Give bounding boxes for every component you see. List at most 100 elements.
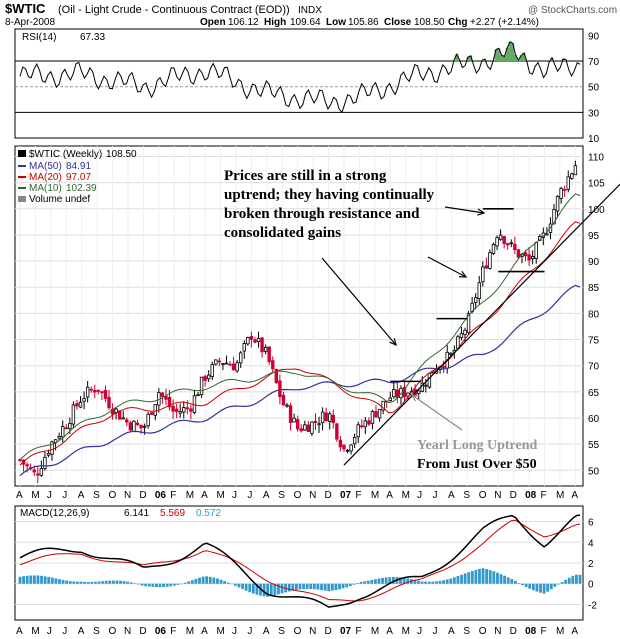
macd-x-tick-label: J (417, 626, 422, 637)
macd-hist-bar (316, 583, 320, 590)
candle-body (424, 384, 428, 387)
macd-signal-value: 5.569 (160, 508, 185, 519)
macd-hist-bar (111, 580, 115, 584)
macd-hist-bar (452, 577, 456, 584)
candle-body (78, 401, 83, 408)
candle-body (263, 346, 268, 352)
macd-hist-bar (29, 575, 33, 584)
macd-hist-bar (575, 574, 578, 584)
macd-hist-bar (560, 582, 564, 584)
rsi-tick-label: 70 (588, 57, 600, 68)
price-x-tick-label: N (309, 490, 316, 501)
rsi-frame (14, 28, 584, 139)
candle-body (221, 363, 225, 365)
price-tick-label: 75 (588, 336, 600, 347)
candle-body (278, 380, 282, 398)
ma10-line (19, 193, 581, 461)
candle-body (345, 449, 350, 452)
macd-x-tick-label: J (433, 626, 438, 637)
candle-body (271, 360, 275, 370)
annotation-line-1: Prices are still in a strong (224, 168, 387, 184)
macd-hist-bar (155, 583, 158, 588)
macd-x-tick-label: O (479, 626, 487, 637)
macd-x-tick-label: J (232, 626, 237, 637)
macd-x-tick-label: D (510, 626, 517, 637)
macd-hist-bar (212, 577, 216, 584)
macd-x-tick-label: 08 (525, 626, 537, 637)
macd-hist-bar (237, 583, 241, 588)
macd-hist-bar (93, 581, 97, 584)
macd-x-tick-label: A (263, 626, 270, 637)
macd-hist-bar (201, 576, 205, 584)
price-x-tick-label: A (78, 490, 85, 501)
macd-tick-label: 6 (588, 518, 594, 529)
candle-body (545, 233, 549, 236)
macd-hist-bar (151, 583, 155, 587)
annotation-line-4: consolidated gains (224, 225, 341, 241)
macd-hist-bar (456, 576, 460, 584)
macd-hist-bar (269, 583, 273, 597)
high-label: High (264, 17, 286, 28)
macd-hist-bar (341, 583, 345, 589)
close-value: 108.50 (414, 17, 445, 28)
macd-hist-bar (496, 572, 499, 584)
macd-hist-bar (352, 583, 356, 585)
candle-body (306, 424, 311, 433)
macd-hist-bar (22, 576, 25, 584)
price-tick-label: 105 (588, 179, 605, 190)
macd-x-tick-label: F (355, 626, 361, 637)
macd-hist-bar (126, 581, 130, 584)
macd-hist-bar (320, 583, 323, 591)
macd-hist-bar (194, 578, 198, 584)
macd-hist-bar (198, 577, 201, 584)
candle-body (256, 337, 261, 343)
macd-hist-bar (463, 573, 467, 584)
annotation-arrow-2 (427, 256, 467, 278)
macd-hist-bar (359, 581, 363, 584)
chart-symbol: $WTIC (5, 1, 46, 16)
macd-hist-bar (449, 578, 453, 584)
macd-hist-value: 0.572 (196, 508, 221, 519)
macd-hist-bar (54, 578, 58, 584)
open-label: Open (200, 17, 226, 28)
legend-ma10-value: 102.39 (66, 183, 97, 194)
price-panel: 50 55 60 65 70 75 80 85 90 95 100 105 110 $WTIC (Wee… (14, 145, 620, 487)
price-x-tick-label: F (355, 490, 361, 501)
candle-body (103, 389, 108, 399)
candle-body (491, 244, 496, 255)
macd-hist-bar (420, 581, 424, 584)
price-grid (15, 146, 583, 486)
macd-hist-bar (399, 577, 402, 584)
candle-body (555, 195, 560, 212)
candle-body (559, 188, 563, 199)
price-x-tick-label: F (541, 490, 547, 501)
macd-hist-bar (295, 583, 298, 590)
candle-body (182, 407, 186, 413)
ohlc-readout: Open 106.12 High 109.64 Low 105.86 Close… (200, 17, 539, 28)
candle-body (135, 422, 140, 426)
macd-hist-bar (280, 583, 284, 594)
candle-body (36, 473, 40, 476)
macd-hist-bar (176, 583, 180, 585)
legend-ma20-label: MA(20) (29, 172, 62, 183)
candle-body (153, 404, 157, 416)
macd-hist-bar (435, 581, 438, 584)
macd-hist-bar (287, 583, 291, 592)
macd-hist-bar (481, 568, 485, 584)
low-value: 105.86 (348, 17, 379, 28)
macd-tick-label: 0 (588, 580, 594, 591)
macd-hist-bar (40, 575, 43, 584)
candle-body (527, 254, 531, 261)
candle-body (381, 400, 385, 411)
candle-body (274, 368, 279, 384)
macd-hist-bar (373, 579, 377, 584)
candle-body (267, 346, 271, 363)
candle-body (342, 444, 346, 450)
candle-body (128, 422, 133, 431)
candle-body (463, 329, 467, 335)
candle-body (292, 417, 296, 423)
macd-hist-bar (406, 578, 410, 584)
candle-body (142, 425, 147, 428)
candle-body (488, 252, 492, 269)
macd-hist-bar (72, 581, 76, 584)
